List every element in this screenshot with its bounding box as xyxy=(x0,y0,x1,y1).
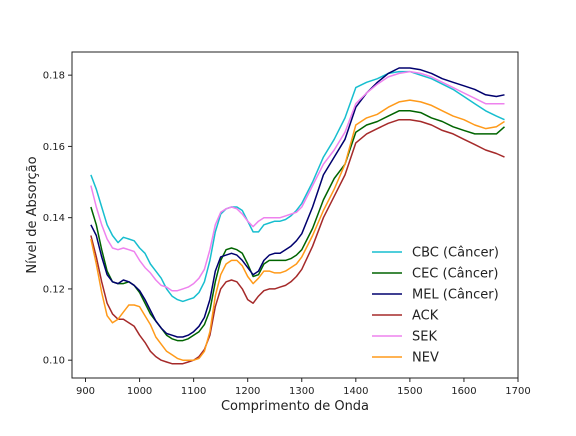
x-axis-ticks: 900 1000 1100 1200 1300 1400 1500 1600 1700 xyxy=(76,378,531,397)
x-tick-label: 1600 xyxy=(451,386,476,397)
y-axis-label: Nível de Absorção xyxy=(25,156,40,273)
series-line-nev xyxy=(90,99,505,361)
y-tick-label: 0.18 xyxy=(43,71,65,82)
x-tick-label: 1400 xyxy=(343,386,368,397)
x-tick-label: 1200 xyxy=(235,386,260,397)
legend-label: CEC (Câncer) xyxy=(412,267,498,282)
y-tick-label: 0.12 xyxy=(43,284,65,295)
x-axis-label: Comprimento de Onda xyxy=(221,399,369,414)
legend-label: SEK xyxy=(412,330,437,345)
legend-label: NEV xyxy=(412,351,439,366)
y-tick-label: 0.14 xyxy=(43,213,65,224)
x-tick-label: 1100 xyxy=(181,386,206,397)
legend: CBC (Câncer) CEC (Câncer) MEL (Câncer) ACK S… xyxy=(372,246,499,366)
series-line-ack xyxy=(90,118,505,365)
legend-label: MEL (Câncer) xyxy=(412,288,499,303)
x-tick-label: 1500 xyxy=(397,386,422,397)
series-line-sek xyxy=(90,70,505,292)
plot-frame xyxy=(71,51,519,379)
series-line-cec-c-ncer xyxy=(90,110,505,342)
legend-label: CBC (Câncer) xyxy=(412,246,499,261)
series-lines xyxy=(90,67,505,365)
x-tick-label: 900 xyxy=(76,386,95,397)
x-tick-label: 1300 xyxy=(289,386,314,397)
x-tick-label: 1700 xyxy=(505,386,530,397)
y-tick-label: 0.16 xyxy=(43,142,65,153)
y-axis-ticks: 0.10 0.12 0.14 0.16 0.18 xyxy=(43,71,72,367)
x-tick-label: 1000 xyxy=(127,386,152,397)
series-line-mel-c-ncer xyxy=(90,67,505,338)
legend-label: ACK xyxy=(412,309,439,324)
y-tick-label: 0.10 xyxy=(43,356,65,367)
